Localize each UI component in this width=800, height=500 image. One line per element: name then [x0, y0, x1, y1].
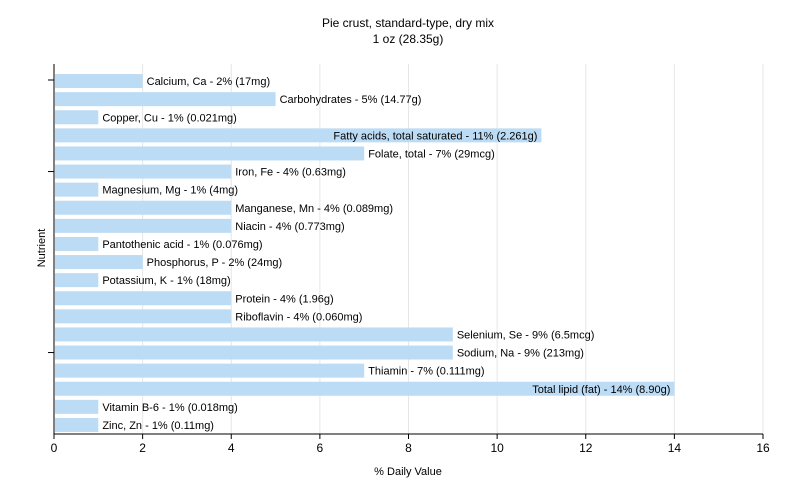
bar-label: Vitamin B-6 - 1% (0.018mg): [102, 402, 238, 414]
bar-label: Selenium, Se - 9% (6.5mcg): [457, 329, 595, 341]
bar: [55, 291, 232, 306]
x-tick-label: 4: [228, 441, 235, 455]
bar: [55, 182, 99, 197]
x-tick-label: 8: [405, 441, 412, 455]
chart-subtitle: 1 oz (28.35g): [372, 32, 444, 46]
bar-label: Calcium, Ca - 2% (17mg): [147, 76, 270, 88]
bar-label: Riboflavin - 4% (0.060mg): [235, 311, 362, 323]
bar: [55, 128, 542, 143]
bar: [55, 236, 99, 251]
bar-label: Magnesium, Mg - 1% (4mg): [102, 185, 238, 197]
bar: [55, 381, 675, 396]
bar-label: Copper, Cu - 1% (0.021mg): [102, 112, 237, 124]
bar-label: Niacin - 4% (0.773mg): [235, 221, 344, 233]
bar-label: Sodium, Na - 9% (213mg): [457, 348, 584, 360]
bar: [55, 363, 365, 378]
bar-label: Zinc, Zn - 1% (0.11mg): [102, 420, 214, 432]
bar: [55, 200, 232, 215]
chart-title: Pie crust, standard-type, dry mix: [321, 16, 495, 30]
x-tick-label: 2: [139, 441, 146, 455]
bar-label: Manganese, Mn - 4% (0.089mg): [235, 203, 393, 215]
bar: [55, 74, 143, 89]
bar: [55, 345, 453, 360]
bar: [55, 92, 276, 107]
bar: [55, 146, 365, 161]
bar-label: Thiamin - 7% (0.111mg): [368, 366, 484, 378]
x-tick-label: 12: [579, 441, 593, 455]
bar-label: Protein - 4% (1.96g): [235, 293, 333, 305]
bar: [55, 273, 99, 288]
bar: [55, 417, 99, 432]
x-tick-label: 16: [756, 441, 770, 455]
bar: [55, 218, 232, 233]
y-axis-label: Nutrient: [36, 228, 48, 268]
x-tick-label: 0: [51, 441, 58, 455]
bar-label: Iron, Fe - 4% (0.63mg): [235, 167, 346, 179]
x-tick-label: 10: [490, 441, 504, 455]
bar: [55, 399, 99, 414]
bar-label: Total lipid (fat) - 14% (8.90g): [532, 384, 670, 396]
bar: [55, 255, 143, 270]
bar: [55, 327, 453, 342]
bar-label: Pantothenic acid - 1% (0.076mg): [102, 239, 262, 251]
bar-label: Carbohydrates - 5% (14.77g): [280, 94, 422, 106]
bar-label: Potassium, K - 1% (18mg): [102, 275, 230, 287]
bar: [55, 110, 99, 125]
x-axis-label: % Daily Value: [374, 466, 442, 478]
x-tick-label: 14: [668, 441, 682, 455]
bar: [55, 309, 232, 324]
bar-label: Folate, total - 7% (29mcg): [368, 148, 495, 160]
bar-label: Fatty acids, total saturated - 11% (2.26…: [333, 130, 537, 142]
bar-label: Phosphorus, P - 2% (24mg): [147, 257, 283, 269]
bar: [55, 164, 232, 179]
x-tick-label: 6: [317, 441, 324, 455]
